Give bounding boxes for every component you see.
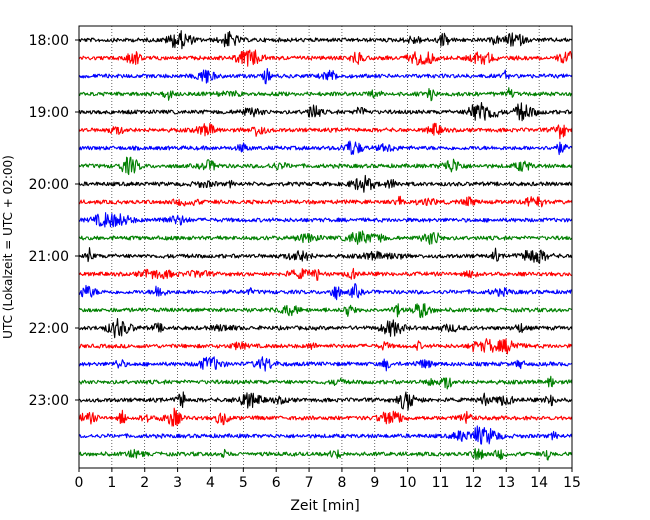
y-tick-label: 20:00 [29,177,69,193]
x-tick-label: 11 [432,475,450,491]
seismic-trace [78,283,572,301]
x-tick-label: 10 [399,475,417,491]
seismic-trace [78,230,573,245]
seismic-trace [78,30,573,50]
seismic-trace [78,318,573,339]
seismic-trace [78,67,573,85]
seismic-trace [78,212,573,228]
seismic-trace [78,140,573,156]
seismic-trace [78,391,573,411]
seismic-trace [78,247,573,264]
x-axis-label: Zeit [min] [290,498,359,514]
seismic-trace [78,425,573,445]
x-tick-label: 0 [75,475,84,491]
x-tick-label: 8 [337,475,346,491]
plot-background [79,26,572,468]
x-tick-label: 4 [206,475,215,491]
x-tick-label: 12 [464,475,482,491]
x-tick-label: 5 [239,475,248,491]
y-tick-label: 23:00 [29,393,69,409]
x-tick-label: 15 [563,475,581,491]
y-tick-label: 22:00 [29,321,69,337]
seismic-trace [78,407,573,427]
seismic-trace [78,338,573,355]
seismic-trace [78,375,573,390]
seismic-traces [78,30,573,461]
seismic-trace [78,356,573,372]
y-tick-label: 18:00 [29,33,69,49]
x-tick-label: 7 [305,475,314,491]
x-tick-label: 1 [107,475,116,491]
seismic-trace [78,49,573,67]
x-tick-label: 3 [173,475,182,491]
x-tick-label: 13 [497,475,515,491]
seismic-trace [78,174,573,193]
plot-frame [78,25,573,469]
seismic-trace [78,448,573,461]
seismic-trace [78,303,572,319]
seismic-trace [78,122,573,140]
y-axis-label: UTC (Lokalzeit = UTC + 02:00) [1,155,15,339]
seismic-trace [78,87,573,102]
x-tick-label: 2 [140,475,149,491]
y-tick-label: 21:00 [29,249,69,265]
y-axis-ticks: 18:00 19:00 20:00 21:00 22:00 23:00 [29,33,79,409]
x-tick-label: 9 [370,475,379,491]
y-tick-label: 19:00 [29,105,69,121]
seismic-trace [78,156,573,176]
seismic-trace [78,195,573,208]
x-tick-label: 6 [272,475,281,491]
seismic-trace [78,102,573,122]
x-tick-label: 14 [530,475,548,491]
x-axis-ticks: 0 1 2 3 4 5 6 7 8 9 10 11 12 13 14 15 [75,468,581,491]
seismic-trace [78,267,573,281]
